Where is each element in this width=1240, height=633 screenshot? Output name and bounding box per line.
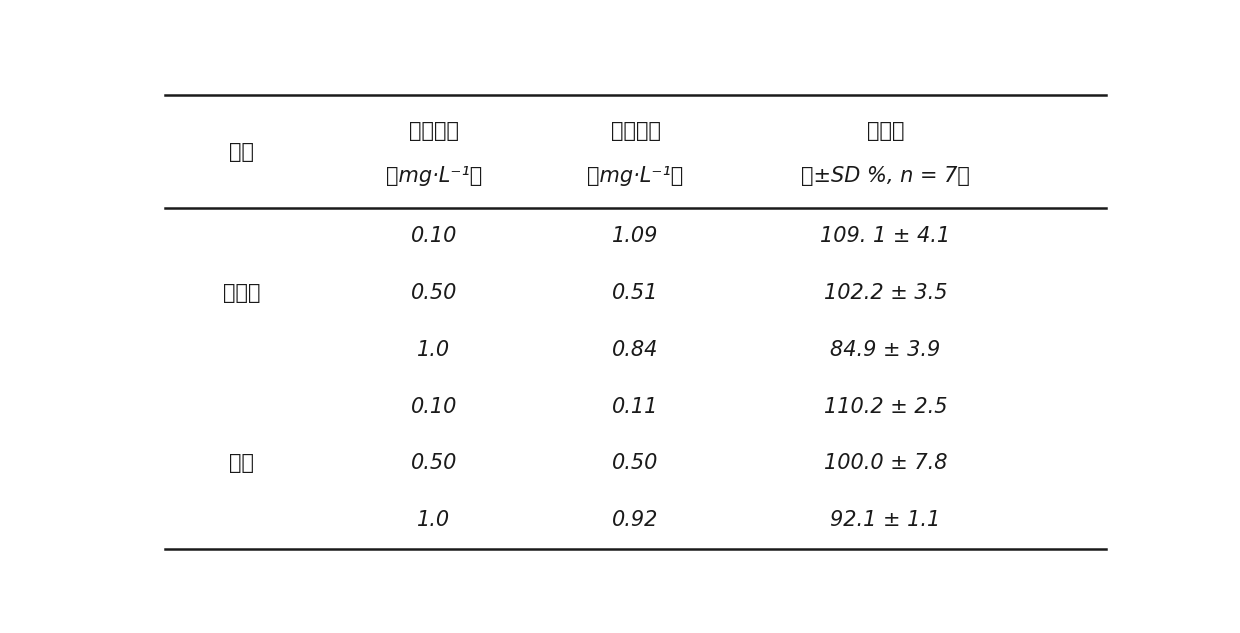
Text: 加标浓度: 加标浓度 xyxy=(409,122,459,141)
Text: 1.0: 1.0 xyxy=(417,340,450,360)
Text: 1.09: 1.09 xyxy=(613,226,658,246)
Text: 0.51: 0.51 xyxy=(613,283,658,303)
Text: 0.92: 0.92 xyxy=(613,510,658,530)
Text: 109. 1 ± 4.1: 109. 1 ± 4.1 xyxy=(821,226,950,246)
Text: 110.2 ± 2.5: 110.2 ± 2.5 xyxy=(823,397,947,417)
Text: 回收率: 回收率 xyxy=(867,122,904,141)
Text: 测量浓度: 测量浓度 xyxy=(610,122,661,141)
Text: 0.50: 0.50 xyxy=(410,453,456,473)
Text: （±SD %, n = 7）: （±SD %, n = 7） xyxy=(801,166,970,186)
Text: 苹果汁: 苹果汁 xyxy=(223,283,260,303)
Text: 1.0: 1.0 xyxy=(417,510,450,530)
Text: 样品: 样品 xyxy=(229,142,254,161)
Text: 100.0 ± 7.8: 100.0 ± 7.8 xyxy=(823,453,947,473)
Text: 0.10: 0.10 xyxy=(410,226,456,246)
Text: 0.11: 0.11 xyxy=(613,397,658,417)
Text: 0.50: 0.50 xyxy=(613,453,658,473)
Text: 92.1 ± 1.1: 92.1 ± 1.1 xyxy=(831,510,940,530)
Text: （mg·L⁻¹）: （mg·L⁻¹） xyxy=(386,166,482,186)
Text: （mg·L⁻¹）: （mg·L⁻¹） xyxy=(588,166,683,186)
Text: 0.10: 0.10 xyxy=(410,397,456,417)
Text: 0.84: 0.84 xyxy=(613,340,658,360)
Text: 84.9 ± 3.9: 84.9 ± 3.9 xyxy=(831,340,940,360)
Text: 0.50: 0.50 xyxy=(410,283,456,303)
Text: 102.2 ± 3.5: 102.2 ± 3.5 xyxy=(823,283,947,303)
Text: 橙汁: 橙汁 xyxy=(229,453,254,473)
